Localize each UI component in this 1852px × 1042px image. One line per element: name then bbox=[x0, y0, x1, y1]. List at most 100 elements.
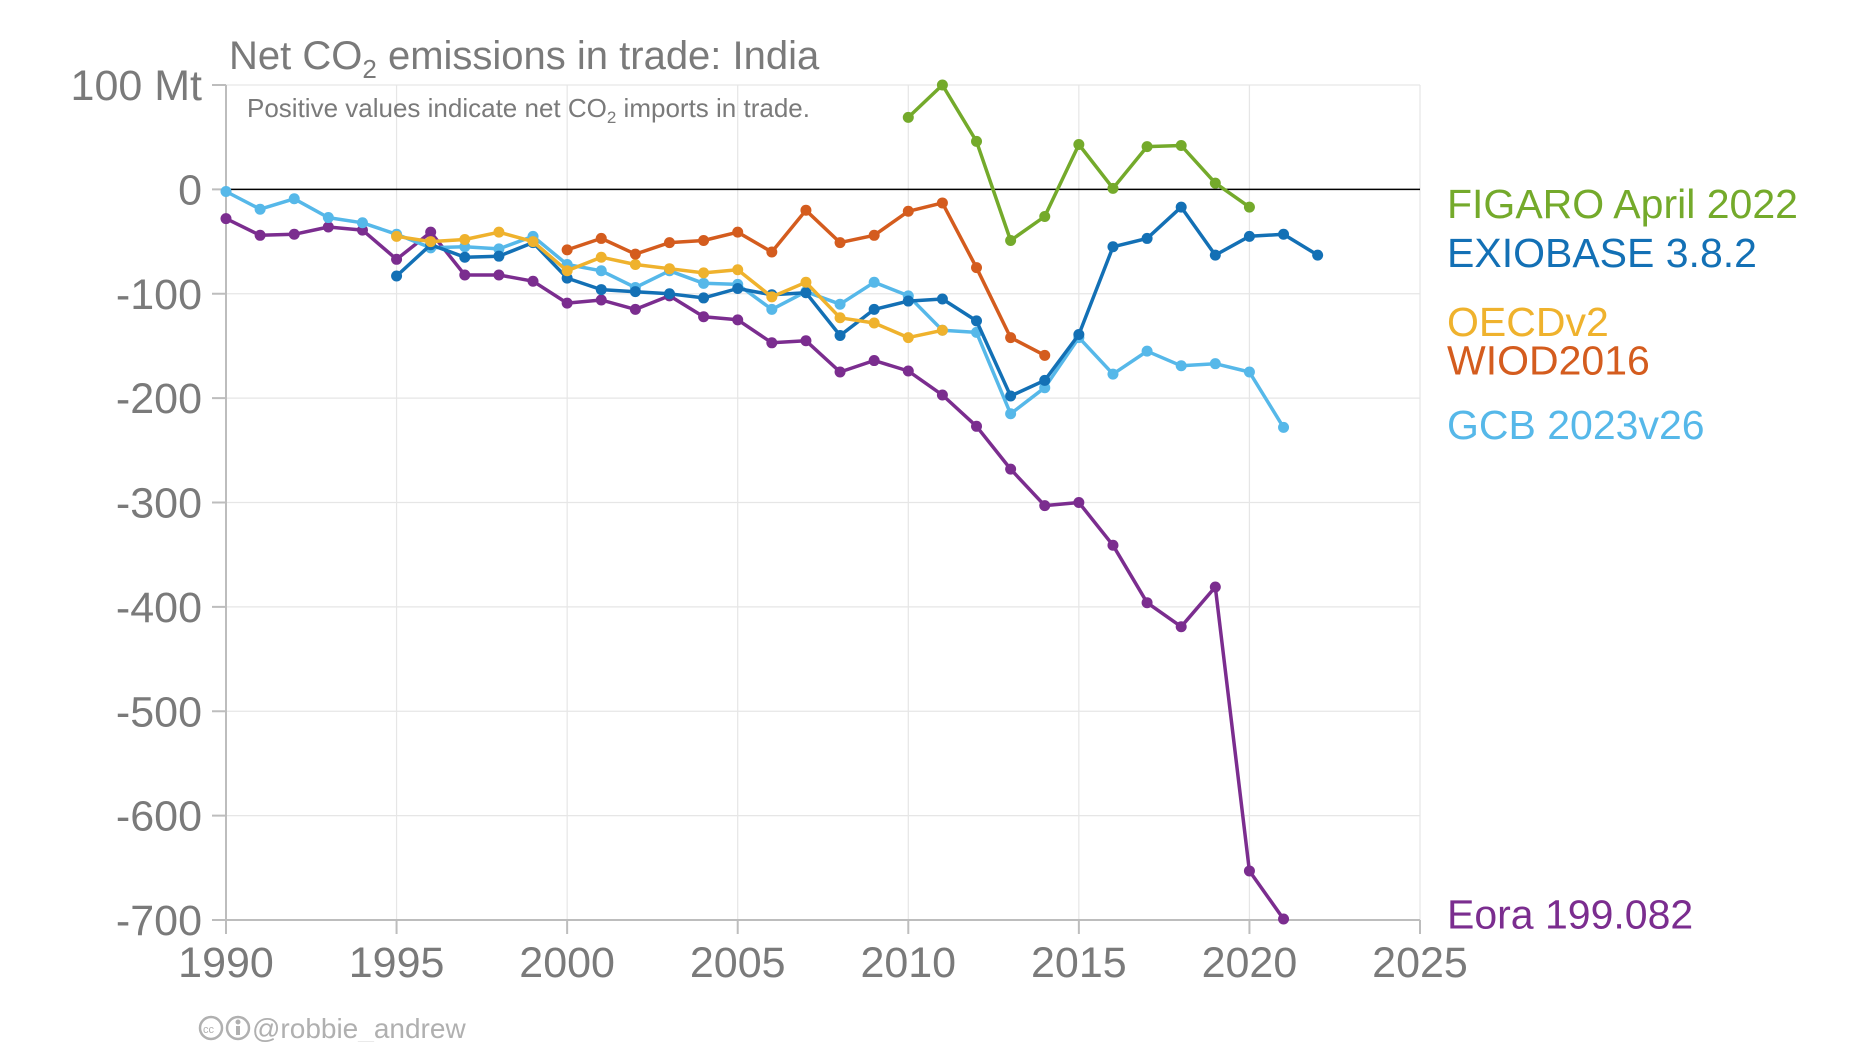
data-point bbox=[1209, 177, 1221, 189]
data-point bbox=[1175, 621, 1187, 633]
attribution-icon bbox=[225, 1015, 251, 1041]
data-point bbox=[322, 212, 334, 224]
data-point bbox=[254, 229, 266, 241]
data-point bbox=[1175, 201, 1187, 213]
legend-label: EXIOBASE 3.8.2 bbox=[1447, 230, 1757, 276]
data-point bbox=[1073, 328, 1085, 340]
y-tick-label: -500 bbox=[116, 688, 202, 736]
data-point bbox=[459, 251, 471, 263]
y-tick-label: -200 bbox=[116, 375, 202, 423]
data-point bbox=[971, 135, 983, 147]
series-line bbox=[225, 189, 1285, 429]
data-point bbox=[459, 269, 471, 281]
data-point bbox=[1141, 345, 1153, 357]
title-suffix: emissions in trade: India bbox=[377, 34, 820, 78]
data-point bbox=[561, 297, 573, 309]
data-point bbox=[1073, 497, 1085, 508]
chart-title: Net CO2 emissions in trade: India bbox=[229, 34, 820, 84]
data-point bbox=[1005, 332, 1017, 344]
legend-label: OECDv2 bbox=[1447, 299, 1609, 345]
series-gcb-2023v26 bbox=[220, 185, 1290, 433]
data-point bbox=[698, 311, 710, 323]
data-point bbox=[629, 248, 641, 260]
data-point bbox=[220, 213, 232, 225]
subtitle-prefix: Positive values indicate net CO bbox=[247, 93, 607, 123]
y-tick-label: -100 bbox=[116, 271, 202, 319]
subtitle-suffix: imports in trade. bbox=[616, 93, 810, 123]
data-point bbox=[595, 232, 607, 244]
data-point bbox=[561, 244, 573, 256]
data-point bbox=[356, 217, 368, 229]
title-subscript: 2 bbox=[362, 54, 376, 84]
data-point bbox=[425, 226, 437, 238]
data-point bbox=[595, 284, 607, 296]
data-point bbox=[1278, 421, 1290, 433]
data-point bbox=[1209, 249, 1221, 261]
data-point bbox=[936, 389, 948, 401]
data-point bbox=[1243, 865, 1255, 877]
data-point bbox=[629, 286, 641, 298]
data-point bbox=[902, 295, 914, 307]
data-point bbox=[834, 298, 846, 310]
data-point bbox=[971, 420, 983, 432]
data-point bbox=[493, 250, 505, 262]
data-point bbox=[971, 262, 983, 274]
y-tick-label: -700 bbox=[116, 897, 202, 945]
data-point bbox=[698, 292, 710, 304]
data-point bbox=[868, 229, 880, 241]
credit: cc @robbie_andrew bbox=[198, 1013, 466, 1042]
legend-label: WIOD2016 bbox=[1447, 338, 1650, 384]
data-point bbox=[766, 291, 778, 303]
data-point bbox=[1039, 349, 1051, 361]
x-tick-label: 2005 bbox=[690, 939, 786, 987]
data-point bbox=[629, 259, 641, 271]
y-tick-label: 0 bbox=[178, 166, 202, 214]
subtitle-subscript: 2 bbox=[607, 108, 616, 127]
data-point bbox=[698, 277, 710, 289]
data-point bbox=[834, 237, 846, 249]
data-point bbox=[322, 221, 334, 233]
data-point bbox=[1278, 913, 1290, 925]
data-point bbox=[902, 332, 914, 344]
data-point bbox=[1141, 597, 1153, 609]
data-point bbox=[698, 235, 710, 247]
x-tick-label: 1990 bbox=[178, 939, 274, 987]
y-tick-label: -400 bbox=[116, 584, 202, 632]
data-point bbox=[391, 270, 403, 282]
cc-icon-text: cc bbox=[203, 1024, 215, 1036]
data-point bbox=[834, 366, 846, 378]
data-point bbox=[1243, 366, 1255, 378]
data-point bbox=[1243, 230, 1255, 242]
data-point bbox=[288, 193, 300, 205]
data-point bbox=[1005, 463, 1017, 475]
data-point bbox=[391, 253, 403, 265]
data-point bbox=[1141, 141, 1153, 153]
chart-subtitle: Positive values indicate net CO2 imports… bbox=[247, 93, 810, 127]
data-point bbox=[493, 226, 505, 238]
cc-icon bbox=[198, 1015, 224, 1041]
series-line bbox=[395, 205, 1319, 398]
data-point bbox=[1005, 390, 1017, 402]
x-tick-label: 1995 bbox=[349, 939, 445, 987]
data-point bbox=[527, 236, 539, 248]
data-point bbox=[936, 324, 948, 336]
data-point bbox=[971, 315, 983, 327]
credit-text: @robbie_andrew bbox=[252, 1013, 466, 1042]
data-point bbox=[732, 283, 744, 295]
data-point bbox=[391, 230, 403, 242]
title-prefix: Net CO bbox=[229, 34, 362, 78]
data-point bbox=[595, 265, 607, 277]
legend-label: Eora 199.082 bbox=[1447, 892, 1693, 938]
data-point bbox=[868, 276, 880, 288]
legend-label: FIGARO April 2022 bbox=[1447, 181, 1798, 227]
series-line bbox=[225, 217, 1285, 921]
data-point bbox=[868, 355, 880, 367]
y-tick-label: -300 bbox=[116, 480, 202, 528]
data-point bbox=[902, 111, 914, 123]
data-point bbox=[595, 294, 607, 306]
x-tick-label: 2025 bbox=[1372, 939, 1468, 987]
series-group bbox=[220, 79, 1324, 925]
data-point bbox=[766, 337, 778, 349]
